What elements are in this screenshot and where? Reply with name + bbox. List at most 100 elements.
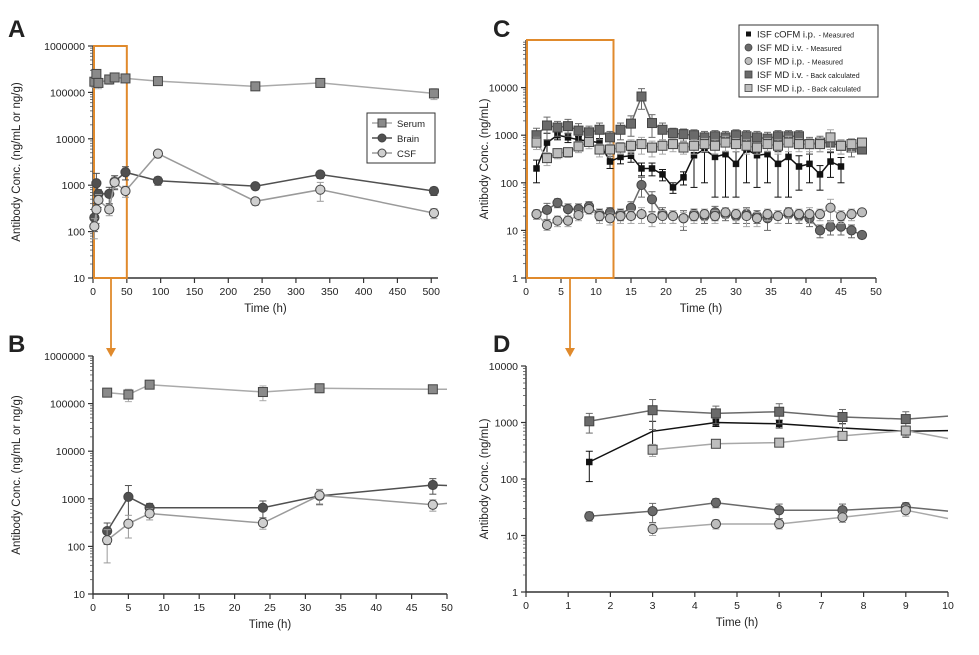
data-point-circle (667, 210, 679, 222)
data-point-circle (315, 169, 326, 180)
x-tick-label: 100 (152, 286, 170, 298)
data-point-square (636, 91, 647, 102)
data-point-circle (793, 209, 805, 220)
y-tick-label: 1 (512, 273, 518, 285)
data-point-circle (428, 208, 440, 219)
data-point-circle (647, 523, 658, 535)
data-point-circle (720, 207, 731, 218)
x-tick-label: 9 (903, 600, 909, 612)
y-tick-label: 1000 (62, 180, 86, 192)
x-tick-label: 25 (264, 602, 276, 614)
data-point-square (678, 142, 689, 153)
data-point-small-square (806, 160, 813, 168)
data-point-square (689, 140, 699, 151)
legend-label-main: ISF MD i.v. (757, 43, 803, 54)
data-point-circle (646, 194, 658, 205)
data-point-square (774, 437, 785, 448)
x-tick-label: 20 (660, 286, 672, 298)
data-point-square (552, 122, 563, 133)
x-tick-label: 45 (406, 602, 418, 614)
legend-label: ISF MD i.p. - Measured (757, 57, 843, 68)
data-point-circle (573, 209, 584, 221)
x-tick-label: 20 (229, 602, 241, 614)
data-point-circle (825, 221, 836, 232)
x-tick-label: 6 (776, 600, 782, 612)
data-point-small-square (543, 139, 551, 146)
data-point-small-square (816, 171, 824, 178)
data-point-circle (657, 210, 668, 222)
data-point-circle (250, 196, 261, 207)
data-point-square (120, 73, 131, 84)
legend-label: Serum (397, 119, 425, 130)
legend-swatch-circle (744, 43, 753, 52)
legend-swatch-circle (377, 133, 387, 143)
data-point-square (815, 139, 825, 150)
data-point-circle (636, 179, 647, 191)
data-point-square (837, 412, 848, 423)
x-tick-label: 5 (125, 602, 131, 614)
data-point-small-square (837, 163, 845, 170)
data-point-circle (856, 229, 868, 241)
data-point-circle (583, 204, 595, 215)
data-point-circle (315, 184, 326, 195)
data-point-square (428, 88, 439, 99)
data-point-square (699, 139, 710, 150)
data-point-square (257, 387, 268, 398)
data-point-circle (783, 207, 794, 218)
x-tick-label: 50 (870, 286, 882, 298)
data-point-circle (804, 209, 815, 220)
legend-label-main: ISF cOFM i.p. (757, 30, 816, 41)
series-line-1 (589, 501, 949, 517)
data-point-circle (562, 204, 574, 215)
data-point-square (752, 132, 762, 143)
x-tick-label: 400 (355, 286, 373, 298)
data-point-square (647, 444, 658, 455)
data-point-circle (104, 204, 115, 215)
data-point-circle (123, 491, 134, 502)
data-point-small-square (711, 153, 719, 161)
data-point-circle (900, 505, 911, 516)
data-point-circle (751, 213, 763, 224)
data-point-square (825, 132, 836, 143)
data-point-circle (123, 518, 134, 529)
panel-letter-c: C (493, 16, 510, 43)
data-point-square (584, 136, 594, 147)
y-tick-label: 10 (73, 273, 85, 285)
y-tick-label: 1 (512, 587, 518, 599)
legend-label-main: ISF MD i.p. (757, 57, 805, 68)
data-point-circle (427, 499, 438, 510)
data-point-circle (152, 175, 164, 186)
data-point-square (144, 379, 155, 390)
data-point-square (678, 129, 689, 140)
data-point-circle (846, 225, 857, 236)
x-tick-label: 50 (121, 286, 133, 298)
y-tick-label: 100 (500, 178, 518, 190)
data-point-small-square (795, 163, 803, 170)
x-tick-label: 40 (370, 602, 382, 614)
data-point-square (584, 127, 594, 138)
x-tick-label: 7 (818, 600, 824, 612)
panel-letter-b: B (8, 331, 25, 358)
legend-label-main: ISF MD i.p. (757, 84, 805, 95)
data-point-circle (109, 177, 120, 188)
panel-letter-a: A (8, 16, 25, 43)
data-point-square (668, 128, 678, 139)
y-axis-title: Antibody Conc. (ng/mL or ng/g) (11, 82, 23, 242)
data-point-circle (552, 215, 563, 226)
data-point-square (573, 141, 584, 152)
legend-label-sub: - Back calculated (808, 87, 861, 94)
data-point-circle (636, 209, 647, 220)
data-point-square (657, 140, 668, 151)
data-point-square (647, 142, 657, 153)
data-point-square (804, 139, 815, 150)
y-tick-label: 1000000 (44, 41, 85, 53)
data-point-circle (91, 204, 102, 215)
data-point-circle (741, 210, 752, 222)
data-point-square (531, 137, 542, 148)
data-point-circle (120, 167, 131, 178)
data-point-circle (625, 210, 637, 222)
data-point-small-square (732, 160, 740, 168)
data-point-circle (562, 215, 574, 226)
